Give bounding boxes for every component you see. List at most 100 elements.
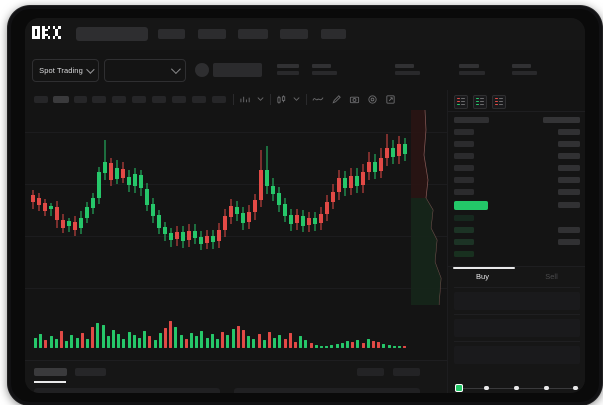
volume-bar <box>346 340 349 348</box>
indicators-icon[interactable] <box>240 94 251 105</box>
candle <box>265 110 269 305</box>
chart-gridline <box>25 184 447 185</box>
volume-bar <box>257 334 261 348</box>
timeframe-button-8[interactable] <box>172 96 186 103</box>
volume-bar <box>356 339 360 348</box>
search-input[interactable] <box>76 27 148 41</box>
chevron-down-icon[interactable] <box>256 94 265 103</box>
nav-item-5[interactable] <box>321 29 346 39</box>
bottom-action-2[interactable] <box>393 368 420 376</box>
candle <box>361 110 365 305</box>
orderbook-ask-row[interactable] <box>454 189 580 195</box>
nav-item-1[interactable] <box>158 29 185 39</box>
volume-bar <box>96 322 100 348</box>
timeframe-button-6[interactable] <box>132 96 146 103</box>
amount-input[interactable] <box>454 319 580 337</box>
orderbook-mode-asks-icon[interactable] <box>492 95 506 109</box>
candle <box>163 110 167 305</box>
slider-handle[interactable] <box>455 384 463 392</box>
pencil-icon[interactable] <box>331 94 342 105</box>
orderbook-bid-row[interactable] <box>454 215 580 221</box>
tab-sell[interactable]: Sell <box>545 272 558 281</box>
okx-logo[interactable] <box>32 26 69 42</box>
timeframe-button-3[interactable] <box>74 96 87 103</box>
tab-open-orders[interactable] <box>34 368 67 376</box>
orderbook-bid-row[interactable] <box>454 239 580 245</box>
volume-bar <box>216 338 219 348</box>
orderbook-spread-row[interactable] <box>454 201 580 210</box>
tab-buy[interactable]: Buy <box>476 272 489 281</box>
volume-bar <box>174 327 178 348</box>
total-input[interactable] <box>454 346 580 364</box>
candle <box>379 110 383 305</box>
volume-bar <box>91 327 95 348</box>
nav-item-4[interactable] <box>280 29 308 39</box>
volume-bar <box>112 330 115 348</box>
pair-select-dropdown[interactable] <box>104 59 186 82</box>
volume-bar <box>283 338 287 348</box>
slider-stop-50[interactable] <box>514 385 519 390</box>
volume-bar <box>377 341 381 348</box>
volume-bar <box>340 342 344 348</box>
candle <box>331 110 335 305</box>
candle <box>61 110 65 305</box>
orderbook-mode-bids-icon[interactable] <box>473 95 487 109</box>
orderbook-bid-row[interactable] <box>454 227 580 233</box>
candle <box>187 110 191 305</box>
volume-bar <box>138 337 141 348</box>
market-subheader: Spot Trading <box>25 50 585 90</box>
candlestick-chart[interactable] <box>25 110 447 305</box>
timeframe-button-9[interactable] <box>192 96 206 103</box>
nav-item-3[interactable] <box>238 29 268 39</box>
orderbook-divider <box>448 111 585 112</box>
candle <box>97 110 101 305</box>
price-input[interactable] <box>454 292 580 310</box>
orderbook-ask-row[interactable] <box>454 153 580 159</box>
stat-high-24h <box>395 64 420 75</box>
slider-stop-100[interactable] <box>573 385 578 390</box>
settings-gear-icon[interactable] <box>367 94 378 105</box>
orderbook-ask-row[interactable] <box>454 129 580 135</box>
volume-bar <box>325 345 329 348</box>
chevron-down-icon[interactable] <box>292 94 301 103</box>
timeframe-button-1[interactable] <box>34 96 48 103</box>
toolbar-divider <box>306 94 307 105</box>
timeframe-button-2[interactable] <box>53 96 69 103</box>
timeframe-button-5[interactable] <box>112 96 126 103</box>
volume-bar <box>143 331 147 348</box>
volume-bar <box>242 330 245 348</box>
bottom-panel <box>25 360 447 393</box>
bottom-action-1[interactable] <box>357 368 384 376</box>
timeframe-button-7[interactable] <box>152 96 166 103</box>
orderbook-ask-row[interactable] <box>454 165 580 171</box>
candle <box>301 110 305 305</box>
candle <box>223 110 227 305</box>
orderbook-ask-row[interactable] <box>454 141 580 147</box>
wave-line-icon[interactable] <box>312 94 324 105</box>
orderbook-display-modes <box>454 95 506 109</box>
trade-panel: Buy Sell <box>447 266 585 393</box>
volume-bar <box>39 334 43 348</box>
tab-order-history[interactable] <box>75 368 106 376</box>
candle <box>67 110 71 305</box>
bottom-content-block-1 <box>34 388 220 393</box>
fullscreen-icon[interactable] <box>385 94 396 105</box>
candle <box>193 110 197 305</box>
camera-icon[interactable] <box>349 94 360 105</box>
timeframe-button-10[interactable] <box>212 96 226 103</box>
orderbook-ask-row[interactable] <box>454 177 580 183</box>
market-type-label: Spot Trading <box>39 66 83 75</box>
chart-type-icon[interactable] <box>276 94 287 105</box>
orderbook-mode-both-icon[interactable] <box>454 95 468 109</box>
orderbook-bid-row[interactable] <box>454 251 580 257</box>
volume-bar <box>122 338 126 348</box>
candle <box>49 110 53 305</box>
market-type-dropdown[interactable]: Spot Trading <box>32 59 99 82</box>
volume-bar <box>205 337 209 348</box>
nav-item-2[interactable] <box>198 29 226 39</box>
timeframe-button-4[interactable] <box>92 96 106 103</box>
candle <box>31 110 35 305</box>
volume-bar <box>169 320 173 348</box>
slider-stop-75[interactable] <box>544 385 549 390</box>
slider-stop-25[interactable] <box>484 385 489 390</box>
